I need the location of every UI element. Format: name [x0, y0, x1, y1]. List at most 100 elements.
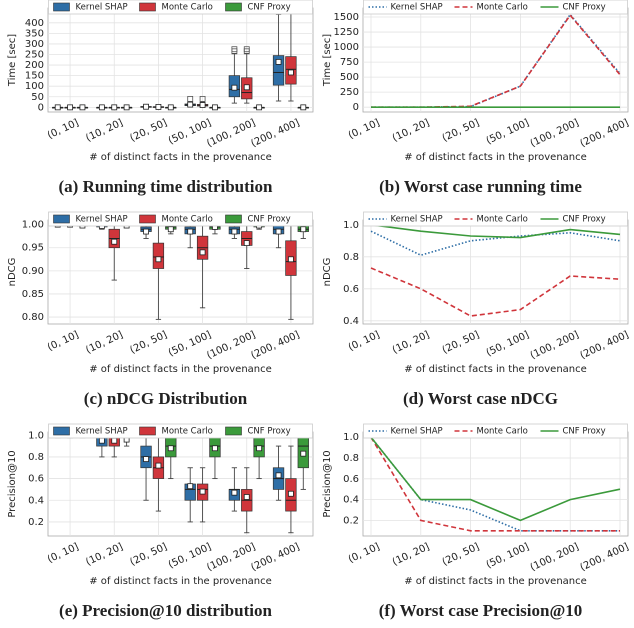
legend-label: Monte Carlo [477, 3, 528, 13]
mean [111, 238, 118, 245]
x-tick-label: (100, 200] [529, 541, 581, 573]
x-tick-label: (100, 200] [529, 329, 581, 361]
y-tick-label: 1250 [334, 27, 359, 38]
mean [243, 84, 250, 91]
legend [48, 0, 313, 15]
plot-area [362, 7, 629, 113]
y-tick-label: 1500 [334, 12, 359, 23]
mean [79, 104, 86, 111]
y-axis-label: Precision@10 [322, 450, 333, 517]
x-tick-label: (100, 200] [205, 541, 257, 573]
x-tick-label: (0, 10] [347, 329, 382, 353]
legend [48, 211, 313, 227]
mean [187, 483, 194, 490]
legend-swatch [53, 214, 70, 224]
x-tick-label: (100, 200] [205, 329, 257, 361]
x-tick-label: (0, 10] [46, 541, 81, 565]
mean [155, 462, 162, 469]
mean [212, 445, 218, 452]
y-tick-label: 350 [25, 28, 44, 39]
x-tick-label: (0, 10] [347, 117, 382, 141]
line [370, 224, 621, 239]
mean [155, 256, 162, 263]
x-tick-label: (200, 400] [578, 541, 630, 573]
x-tick-label: (200, 400] [249, 329, 301, 361]
line [370, 267, 621, 317]
mean [288, 490, 294, 497]
mean [143, 456, 149, 462]
y-tick-label: 0.80 [22, 312, 44, 323]
mean [187, 228, 194, 235]
mean [256, 104, 263, 111]
mean [98, 104, 105, 111]
mean [67, 104, 73, 111]
line [370, 436, 621, 522]
y-tick-label: 300 [25, 39, 44, 50]
legend-swatch [53, 426, 70, 436]
mean [143, 103, 149, 110]
x-tick-label: (10, 20] [84, 117, 125, 144]
plot-area [47, 219, 314, 325]
legend-label: CNF Proxy [563, 427, 606, 437]
x-tick-label: (50, 100] [485, 117, 531, 146]
legend-label: Monte Carlo [162, 3, 213, 13]
flier [199, 95, 206, 102]
mean [275, 472, 282, 479]
legend-label: Kernel SHAP [391, 3, 443, 13]
mean [187, 101, 194, 108]
line [370, 230, 621, 257]
y-tick-label: 200 [25, 60, 44, 71]
x-tick-label: (200, 400] [249, 541, 301, 573]
x-tick-label: (50, 100] [485, 329, 531, 358]
legend-label: Kernel SHAP [76, 3, 128, 13]
flier [243, 46, 250, 53]
mean [167, 226, 174, 233]
legend-swatch [139, 2, 156, 12]
mean [98, 437, 105, 444]
y-tick-label: 1.00 [22, 220, 44, 231]
legend-label: Monte Carlo [162, 215, 213, 225]
x-tick-label: (10, 20] [391, 117, 432, 144]
box [152, 242, 165, 269]
panel: 0.80 0.85 0.90 0.95 1.00 (0, 10] (10, 20] (20, … [7, 211, 314, 408]
y-axis-label: Precision@10 [7, 450, 18, 517]
legend-swatch [139, 426, 156, 436]
mean [275, 59, 282, 65]
panel: 0.20.40.60.81.0(0, 10](10, 20](20, 50](5… [7, 423, 314, 620]
y-tick-label: 0.6 [343, 474, 359, 485]
legend-swatch [139, 214, 156, 224]
y-tick-label: 100 [25, 81, 44, 92]
mean [199, 102, 206, 108]
mean [111, 104, 118, 111]
x-tick-label: (10, 20] [391, 541, 432, 568]
legend [48, 423, 313, 439]
legend-label: Kernel SHAP [76, 215, 128, 225]
mean [231, 228, 238, 235]
mean [155, 104, 162, 110]
y-tick-label: 0.85 [22, 289, 44, 300]
x-tick-label: (10, 20] [391, 329, 432, 356]
x-tick-label: (20, 50] [441, 117, 482, 144]
y-tick-label: 400 [25, 18, 44, 29]
y-tick-label: 500 [340, 72, 359, 83]
legend [363, 423, 628, 439]
mean [143, 228, 149, 235]
panel: 0 250 500 750 1000 1250 1500 (0, 10] (10, 20] (20… [322, 0, 631, 196]
y-tick-label: 50 [31, 92, 44, 103]
legend-label: CNF Proxy [563, 215, 606, 225]
mean [111, 437, 118, 444]
y-tick-label: 0 [38, 102, 44, 113]
x-axis-label: # of distinct facts in the provenance [404, 364, 587, 375]
y-axis-label: nDCG [322, 258, 333, 287]
legend-label: CNF Proxy [248, 215, 291, 225]
legend-swatch [53, 2, 70, 12]
legend-label: Kernel SHAP [391, 427, 443, 437]
legend-label: CNF Proxy [248, 427, 291, 437]
caption: (c) nDCG Distribution [84, 389, 248, 408]
legend-swatch [225, 2, 242, 12]
panel: 0.4 0.6 0.8 1.0 (0, 10] (10, 20] (20, 50] (50, … [322, 211, 631, 408]
y-tick-label: 0.6 [28, 474, 44, 485]
x-tick-label: (10, 20] [84, 329, 125, 356]
y-tick-label: 1.0 [28, 430, 44, 441]
